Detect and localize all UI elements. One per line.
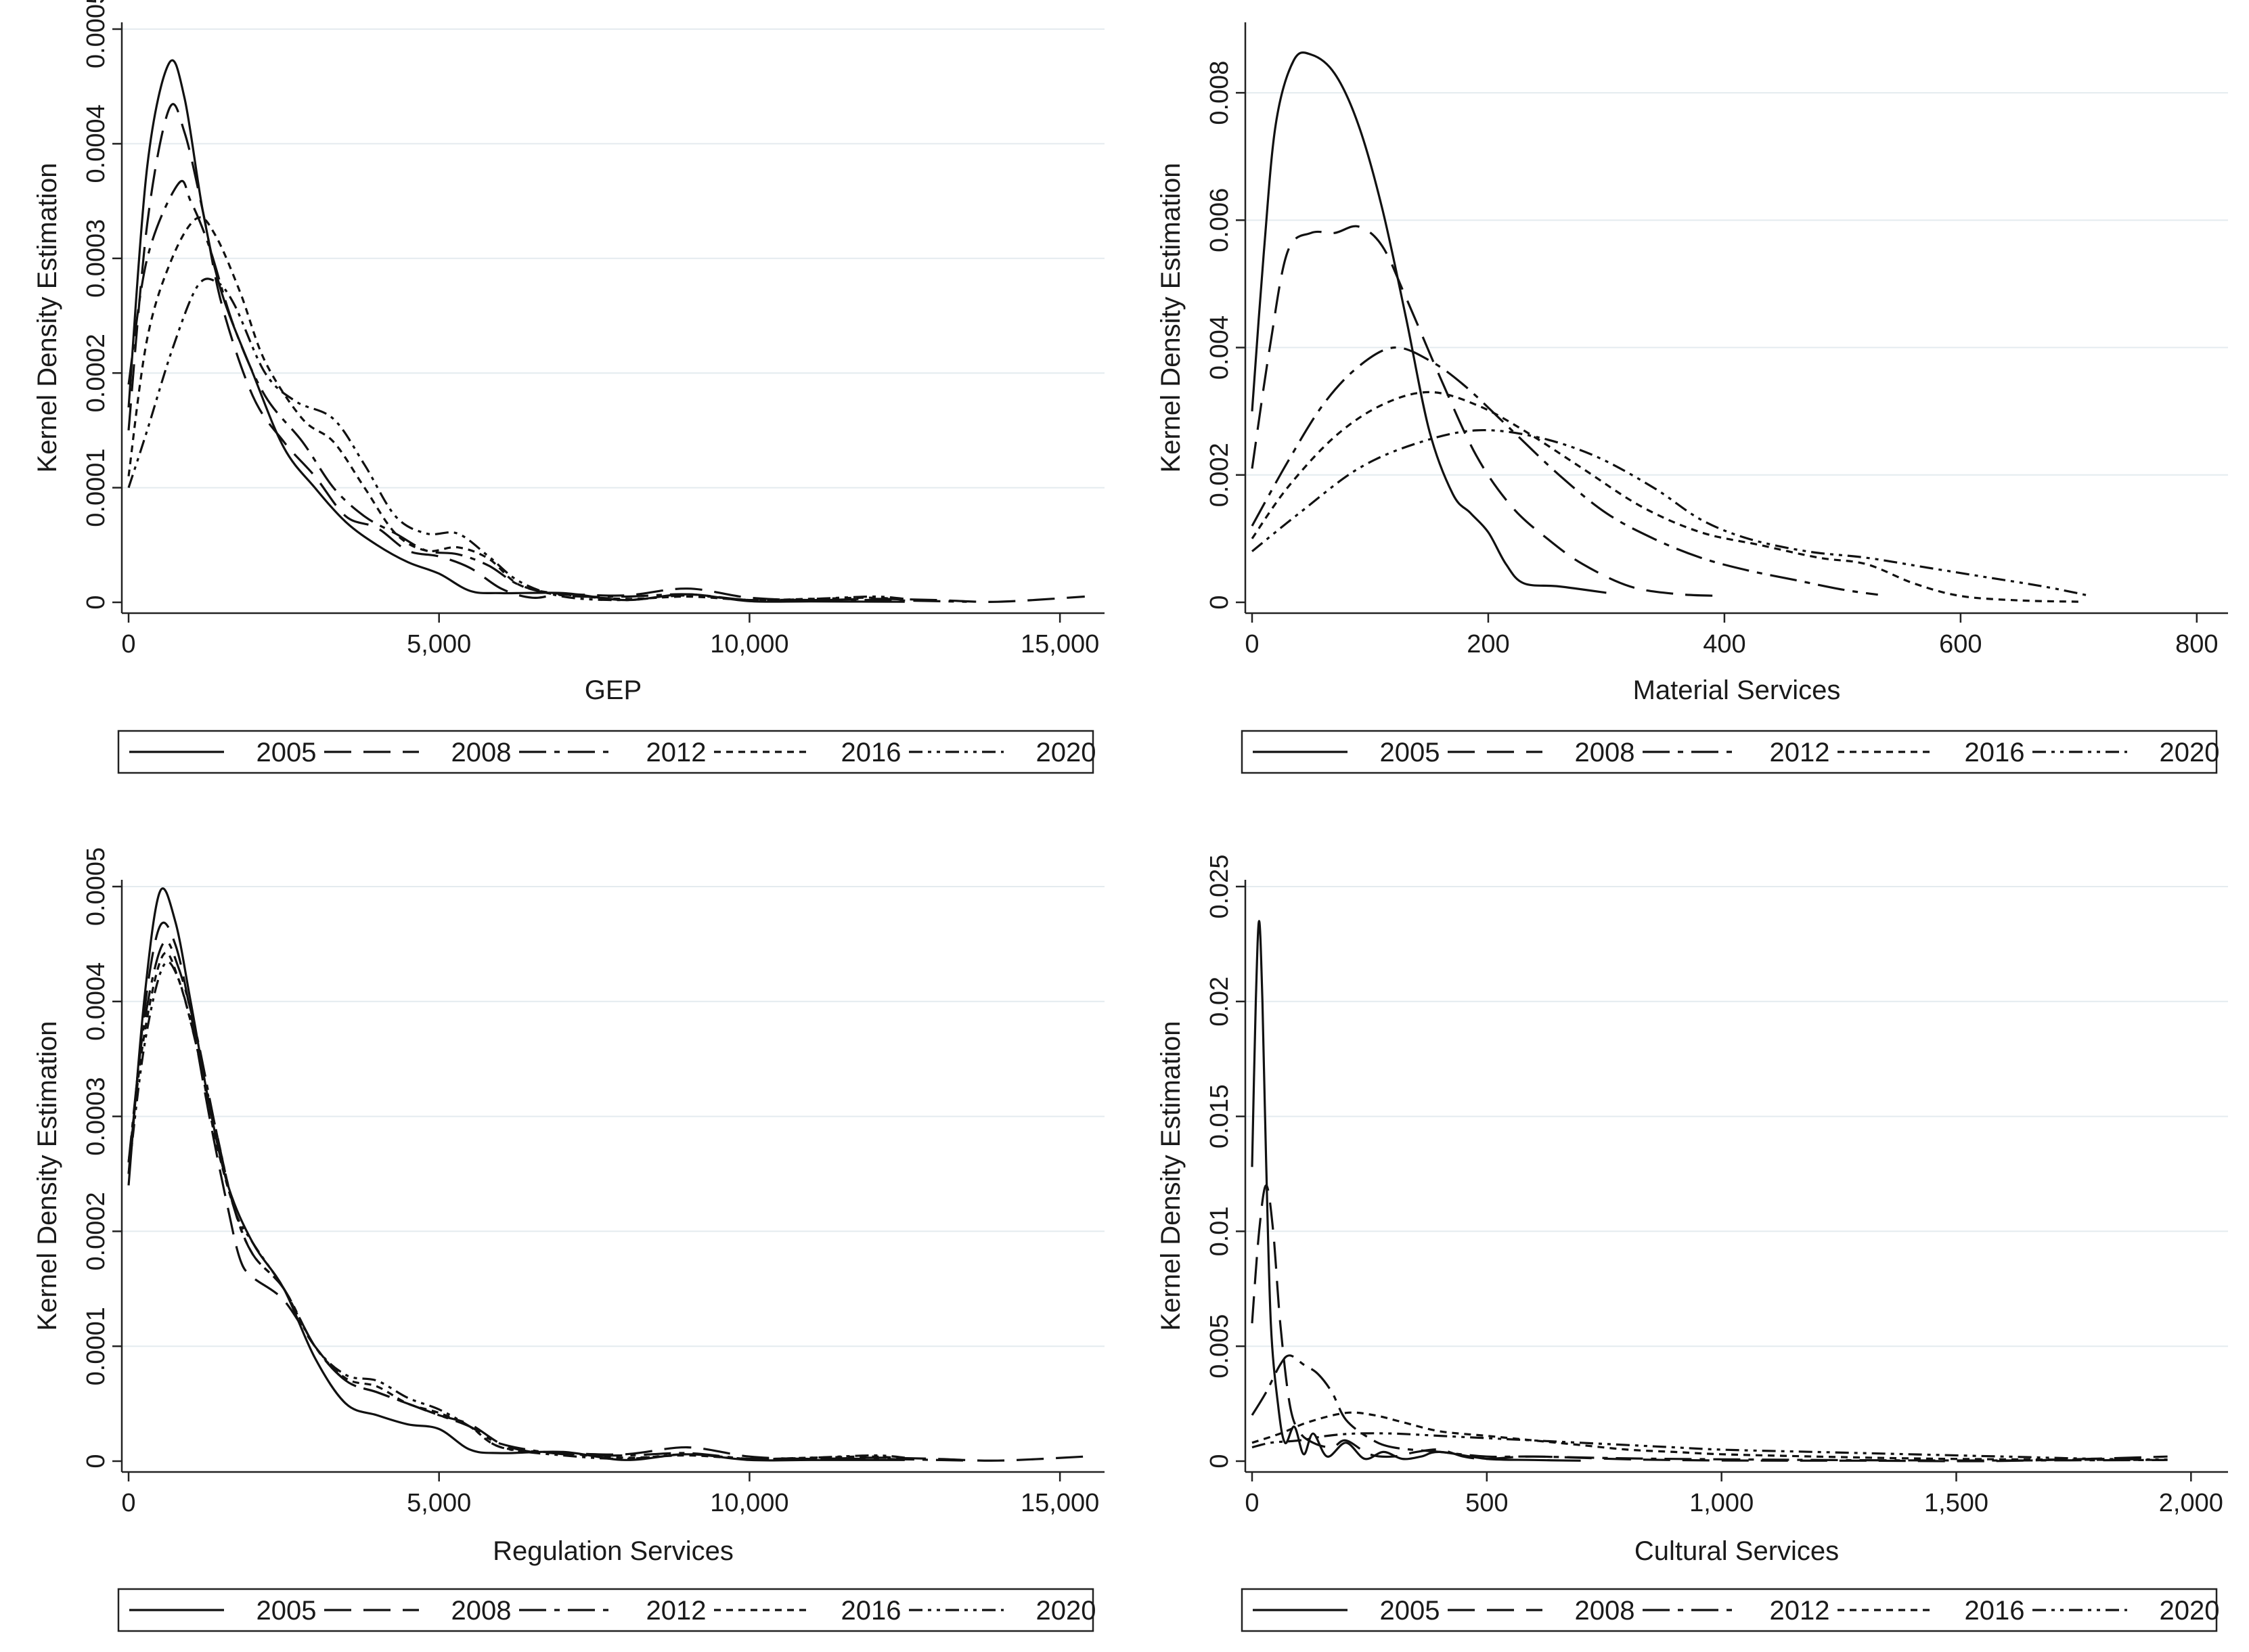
chart-panel-3: 0 0.0001 0.0002 0.0003 0.0004 0.0005 0 5,000 10,… [32,847,1105,1632]
y-tick-label: 0.01 [1205,1206,1234,1256]
x-axis-title: Regulation Services [493,1536,734,1566]
legend-label-2012: 2012 [1770,1596,1830,1626]
x-tick-label: 2,000 [2159,1489,2223,1517]
y-tick-label: 0 [82,595,110,609]
legend: 2005 2008 2012 2016 2020 [117,730,1096,774]
y-tick-label: 0.0004 [82,104,110,183]
y-tick-label: 0.006 [1205,188,1234,252]
y-tick-label: 0.0003 [82,1077,110,1155]
y-tick-label: 0.008 [1205,61,1234,125]
series-line-2020 [1251,429,2091,598]
x-axis-title: Material Services [1633,675,1841,705]
legend-label-2020: 2020 [2160,738,2220,767]
legend-label-2020: 2020 [1036,738,1096,767]
x-tick-label: 0 [121,1489,135,1517]
legend-label-2005: 2005 [257,1596,317,1626]
series-line-2012 [127,940,967,1462]
x-axis-title: Cultural Services [1634,1536,1839,1566]
series-line-2008 [1251,1184,2168,1463]
series-line-2016 [1251,1411,2168,1461]
x-tick-label: 1,500 [1924,1489,1988,1517]
legend-label-2005: 2005 [1380,738,1440,767]
y-tick-label: 0.0001 [82,448,110,527]
y-axis-title: Kernel Density Estimation [1156,1021,1186,1331]
y-tick-label: 0.0003 [82,219,110,298]
y-tick-label: 0.004 [1205,315,1234,380]
y-tick-label: 0.0004 [82,962,110,1041]
legend-label-2016: 2016 [841,1596,901,1626]
x-tick-label: 0 [1245,1489,1259,1517]
y-tick-label: 0.025 [1205,854,1234,918]
y-tick-label: 0.0005 [82,847,110,926]
x-tick-label: 800 [2175,630,2218,658]
series-line-2008 [127,921,1085,1462]
y-tick-label: 0 [1205,595,1234,609]
y-axis-title: Kernel Density Estimation [32,163,62,473]
legend: 2005 2008 2012 2016 2020 [1241,1588,2220,1632]
y-tick-label: 0 [82,1454,110,1468]
series-line-2016 [127,952,905,1460]
legend: 2005 2008 2012 2016 2020 [117,1588,1096,1632]
x-tick-label: 500 [1465,1489,1508,1517]
series-line-2020 [127,960,905,1460]
legend-label-2016: 2016 [1965,1596,2025,1626]
chart-panel-4: 0 0.005 0.01 0.015 0.02 0.025 0 500 1,000 1,500 2,… [1156,854,2228,1632]
x-tick-label: 10,000 [710,630,788,658]
y-tick-label: 0.02 [1205,977,1234,1027]
legend-label-2008: 2008 [1575,738,1635,767]
series-line-2005 [127,59,905,603]
x-tick-label: 1,000 [1689,1489,1754,1517]
x-tick-label: 200 [1467,630,1509,658]
x-tick-label: 5,000 [407,1489,471,1517]
legend-label-2008: 2008 [1575,1596,1635,1626]
series-line-2016 [127,216,905,602]
y-tick-label: 0.0001 [82,1307,110,1385]
x-tick-label: 15,000 [1021,630,1099,658]
y-tick-label: 0.015 [1205,1084,1234,1148]
series-line-2008 [127,103,1085,603]
series-line-2012 [1251,346,1878,596]
legend-label-2020: 2020 [2160,1596,2220,1626]
legend-label-2012: 2012 [646,738,707,767]
series-line-2012 [127,179,967,603]
series-line-2020 [127,277,905,602]
y-tick-label: 0.0002 [82,1192,110,1270]
legend-label-2005: 2005 [257,738,317,767]
x-tick-label: 10,000 [710,1489,788,1517]
x-tick-label: 600 [1939,630,1982,658]
y-axis-title: Kernel Density Estimation [1156,163,1186,473]
legend-label-2005: 2005 [1380,1596,1440,1626]
x-axis-title: GEP [585,675,642,705]
series-line-2005 [1251,51,1607,594]
y-tick-label: 0.005 [1205,1314,1234,1379]
y-tick-label: 0.0002 [82,334,110,412]
legend-label-2012: 2012 [1770,738,1830,767]
x-tick-label: 15,000 [1021,1489,1099,1517]
legend-label-2020: 2020 [1036,1596,1096,1626]
y-tick-label: 0 [1205,1454,1234,1468]
y-tick-label: 0.002 [1205,443,1234,507]
chart-panel-2: 0 0.002 0.004 0.006 0.008 0 200 400 600 800 Materi… [1156,22,2228,774]
legend-label-2008: 2008 [451,1596,512,1626]
y-axis-title: Kernel Density Estimation [32,1021,62,1331]
series-line-2005 [127,887,905,1462]
x-tick-label: 0 [1245,630,1259,658]
legend-label-2016: 2016 [1965,738,2025,767]
series-line-2020 [1251,1432,2168,1461]
x-tick-label: 400 [1703,630,1745,658]
legend-label-2016: 2016 [841,738,901,767]
legend-label-2008: 2008 [451,738,512,767]
series-line-2016 [1251,390,2079,603]
legend-label-2012: 2012 [646,1596,707,1626]
x-tick-label: 0 [121,630,135,658]
y-tick-label: 0.0005 [82,0,110,68]
x-tick-label: 5,000 [407,630,471,658]
legend: 2005 2008 2012 2016 2020 [1241,730,2220,774]
series-line-2008 [1251,225,1724,598]
chart-panel-1: 0 0.0001 0.0002 0.0003 0.0004 0.0005 0 5,000 10,… [32,0,1105,774]
series-line-2012 [1251,1354,2168,1462]
